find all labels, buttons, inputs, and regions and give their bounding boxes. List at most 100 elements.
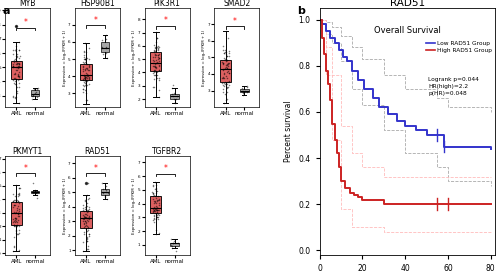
Point — [79, 78, 87, 83]
Point — [102, 190, 110, 194]
Point — [84, 98, 92, 102]
Point — [14, 210, 22, 215]
Point — [239, 91, 247, 96]
Point — [12, 230, 20, 235]
Point — [86, 74, 94, 79]
Point — [152, 55, 160, 60]
Point — [172, 97, 180, 101]
Point — [15, 40, 23, 44]
Point — [150, 205, 158, 209]
Point — [219, 61, 227, 65]
Point — [152, 215, 160, 219]
Point — [224, 60, 232, 65]
Point — [150, 199, 158, 203]
Point — [220, 62, 228, 66]
Point — [150, 61, 158, 66]
Point — [11, 216, 19, 220]
Point — [98, 45, 106, 50]
Point — [102, 56, 110, 60]
Point — [10, 198, 18, 202]
Point — [152, 46, 160, 50]
Point — [30, 191, 38, 195]
Point — [14, 68, 22, 72]
Point — [83, 201, 91, 205]
Point — [28, 93, 36, 98]
Point — [81, 88, 89, 92]
Point — [80, 53, 88, 57]
Point — [99, 191, 107, 195]
Point — [153, 60, 161, 65]
Point — [220, 72, 228, 77]
Point — [84, 208, 92, 212]
PathPatch shape — [31, 191, 39, 193]
Text: a: a — [2, 6, 10, 16]
Point — [170, 93, 177, 98]
Point — [150, 48, 158, 52]
Point — [78, 87, 86, 91]
Point — [152, 232, 160, 237]
Point — [155, 56, 163, 60]
Point — [220, 71, 228, 75]
Point — [150, 194, 158, 198]
Point — [82, 181, 90, 186]
Point — [84, 62, 92, 67]
Point — [84, 68, 92, 72]
Point — [242, 90, 250, 94]
Point — [218, 67, 226, 72]
Point — [84, 209, 92, 214]
Point — [15, 228, 23, 232]
Point — [82, 220, 90, 225]
Point — [224, 64, 232, 68]
Point — [220, 81, 228, 85]
Point — [219, 87, 227, 91]
Point — [81, 215, 89, 220]
Point — [12, 200, 20, 204]
Point — [153, 35, 161, 40]
Point — [152, 201, 160, 205]
Point — [80, 222, 88, 226]
Point — [15, 201, 23, 205]
Point — [220, 76, 228, 81]
Point — [9, 205, 17, 210]
Point — [13, 220, 21, 225]
Point — [80, 219, 88, 223]
Point — [154, 207, 162, 212]
Point — [150, 49, 158, 53]
PathPatch shape — [31, 90, 39, 96]
Point — [85, 57, 93, 61]
Point — [32, 192, 40, 197]
Point — [14, 211, 22, 216]
Point — [80, 199, 88, 203]
Point — [14, 217, 22, 222]
Point — [82, 220, 90, 224]
Point — [14, 199, 22, 203]
Point — [84, 56, 92, 60]
Point — [223, 86, 231, 90]
Point — [33, 87, 41, 91]
Point — [80, 224, 88, 229]
Point — [85, 232, 93, 237]
Point — [12, 24, 20, 28]
Point — [12, 216, 20, 221]
Point — [9, 94, 17, 98]
Point — [79, 219, 87, 223]
Point — [79, 240, 87, 244]
Point — [12, 68, 20, 72]
Point — [150, 69, 158, 73]
Point — [150, 219, 158, 224]
Point — [154, 189, 162, 193]
Text: *: * — [24, 164, 28, 173]
Point — [152, 36, 160, 40]
Point — [83, 79, 91, 83]
Point — [102, 33, 110, 37]
Point — [222, 48, 230, 53]
Title: HSP90B1: HSP90B1 — [80, 0, 114, 8]
Point — [12, 24, 20, 28]
Point — [80, 74, 88, 79]
Point — [155, 198, 163, 202]
Point — [15, 224, 23, 229]
Point — [82, 91, 90, 95]
Point — [220, 101, 228, 106]
Point — [84, 244, 92, 248]
Y-axis label: Expression = log₂(FPKM + 1): Expression = log₂(FPKM + 1) — [202, 29, 206, 86]
